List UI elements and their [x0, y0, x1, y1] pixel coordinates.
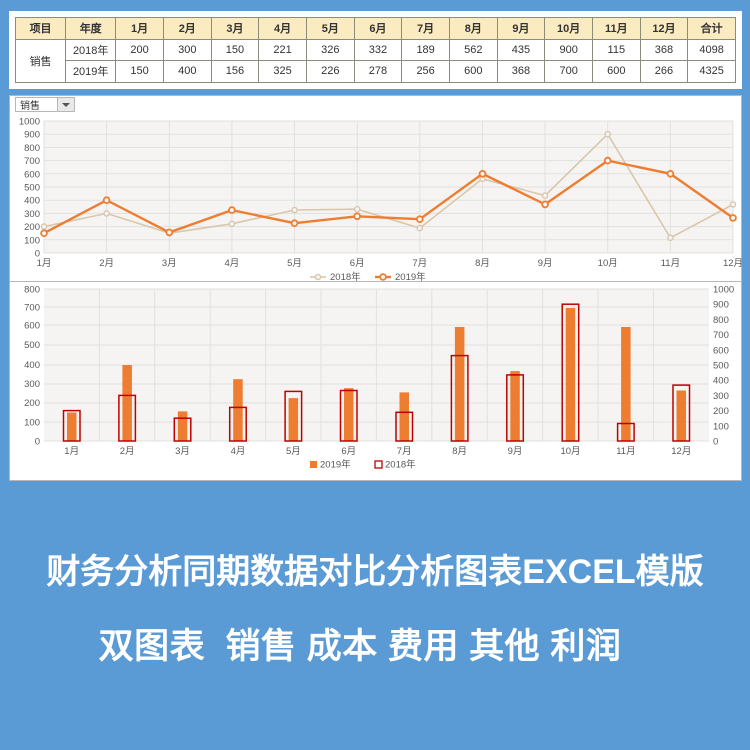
svg-text:2019年: 2019年 — [320, 459, 351, 471]
svg-text:12月: 12月 — [671, 446, 691, 457]
svg-text:500: 500 — [713, 361, 729, 372]
svg-text:1月: 1月 — [37, 258, 52, 269]
svg-text:2月: 2月 — [120, 446, 135, 457]
svg-text:1000: 1000 — [19, 117, 40, 128]
svg-text:9月: 9月 — [538, 258, 553, 269]
svg-text:2018年: 2018年 — [385, 459, 416, 471]
svg-text:6月: 6月 — [350, 258, 365, 269]
svg-text:10月: 10月 — [598, 258, 618, 269]
svg-text:600: 600 — [24, 169, 40, 180]
svg-text:11月: 11月 — [616, 446, 635, 457]
svg-text:3月: 3月 — [162, 258, 177, 269]
svg-text:10月: 10月 — [560, 446, 580, 457]
svg-text:1000: 1000 — [713, 285, 734, 296]
svg-text:700: 700 — [24, 303, 40, 314]
svg-text:400: 400 — [24, 360, 40, 371]
svg-text:100: 100 — [24, 235, 40, 246]
svg-text:700: 700 — [713, 330, 729, 341]
svg-text:6月: 6月 — [341, 446, 356, 457]
svg-text:800: 800 — [24, 285, 40, 296]
svg-text:3月: 3月 — [175, 446, 190, 457]
svg-text:300: 300 — [713, 391, 729, 402]
svg-text:900: 900 — [713, 300, 729, 311]
svg-text:12月: 12月 — [723, 258, 743, 269]
svg-text:8月: 8月 — [452, 446, 467, 457]
svg-text:7月: 7月 — [412, 258, 427, 269]
svg-text:400: 400 — [713, 376, 729, 387]
svg-text:500: 500 — [24, 340, 40, 351]
svg-text:4月: 4月 — [231, 446, 246, 457]
svg-text:0: 0 — [713, 437, 718, 448]
svg-text:9月: 9月 — [508, 446, 523, 457]
svg-text:800: 800 — [713, 315, 729, 326]
svg-text:5月: 5月 — [286, 446, 301, 457]
svg-text:600: 600 — [24, 321, 40, 332]
svg-text:1月: 1月 — [64, 446, 79, 457]
svg-text:300: 300 — [24, 209, 40, 220]
svg-text:800: 800 — [24, 143, 40, 154]
svg-text:4月: 4月 — [225, 258, 240, 269]
svg-text:2月: 2月 — [99, 258, 114, 269]
svg-text:400: 400 — [24, 196, 40, 207]
svg-text:5月: 5月 — [287, 258, 302, 269]
svg-text:200: 200 — [24, 398, 40, 409]
svg-text:200: 200 — [24, 222, 40, 233]
svg-text:200: 200 — [713, 406, 729, 417]
svg-text:300: 300 — [24, 379, 40, 390]
svg-text:600: 600 — [713, 345, 729, 356]
svg-text:11月: 11月 — [661, 258, 680, 269]
svg-text:8月: 8月 — [475, 258, 490, 269]
svg-text:7月: 7月 — [397, 446, 412, 457]
svg-text:100: 100 — [713, 421, 729, 432]
svg-text:0: 0 — [35, 437, 40, 448]
svg-text:100: 100 — [24, 418, 40, 429]
svg-text:700: 700 — [24, 156, 40, 167]
svg-text:500: 500 — [24, 183, 40, 194]
svg-text:900: 900 — [24, 130, 40, 141]
